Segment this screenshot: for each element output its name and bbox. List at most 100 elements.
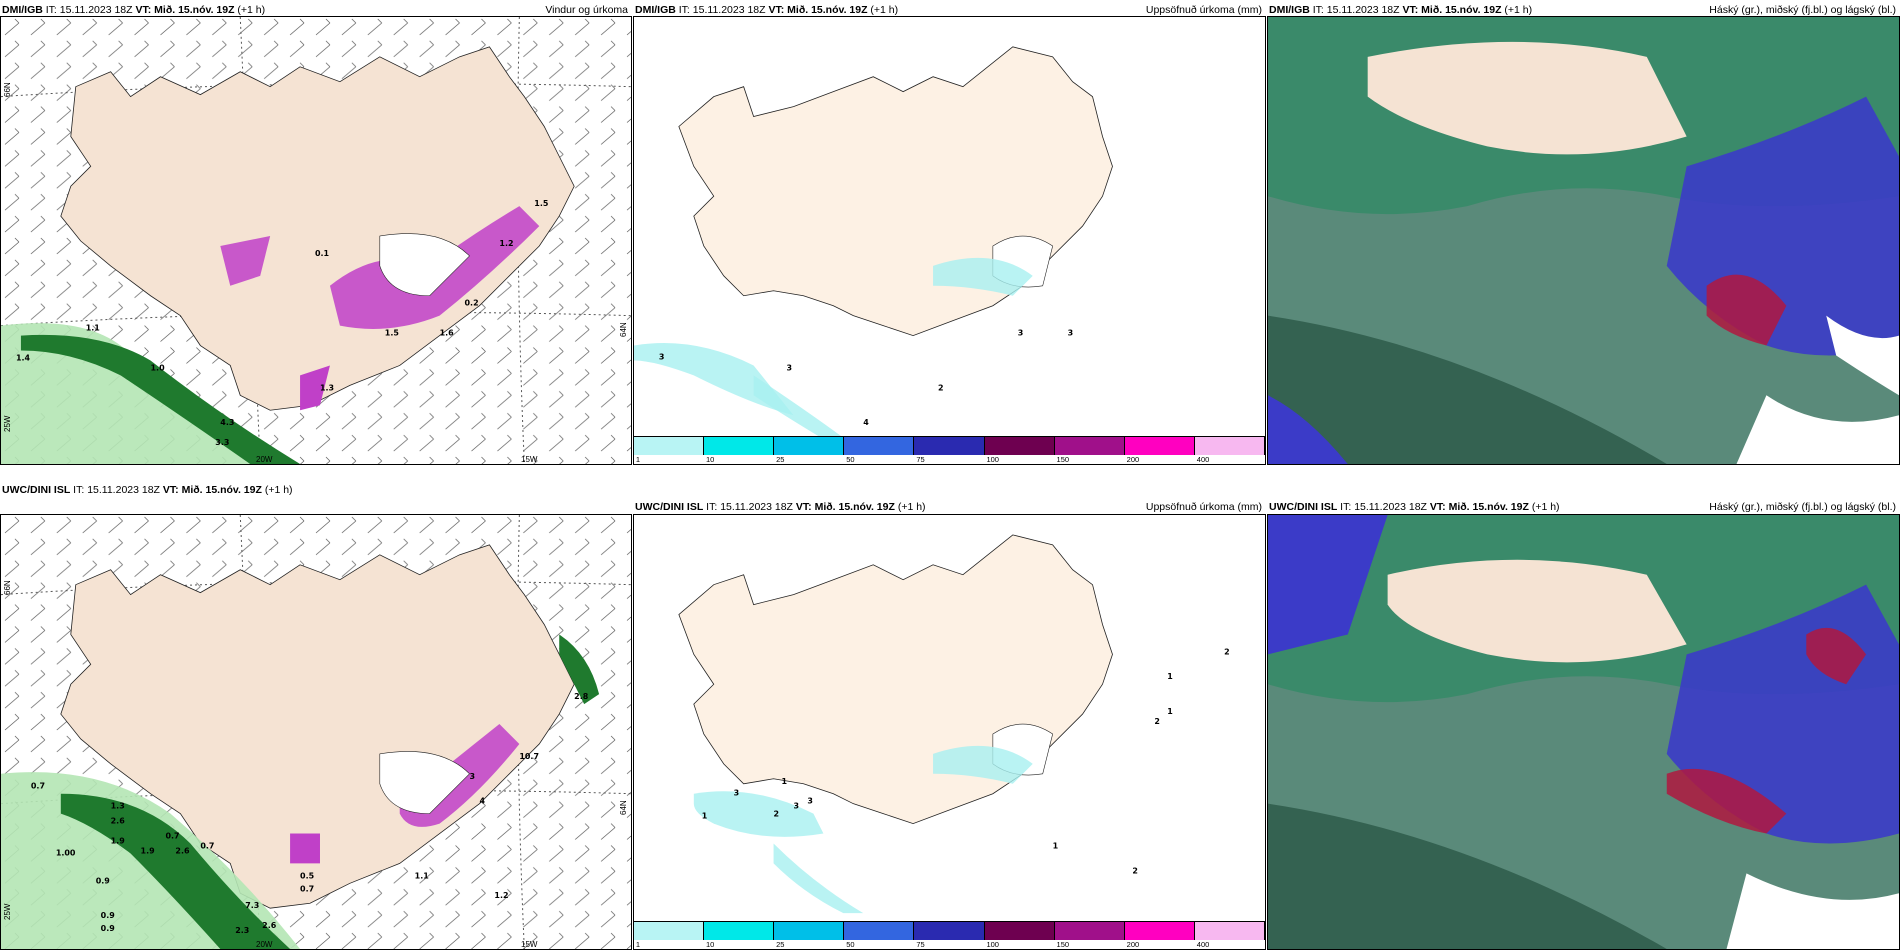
- legend-swatch: [774, 922, 845, 940]
- legend-label: 100: [986, 455, 999, 464]
- svg-text:1.9: 1.9: [111, 836, 126, 845]
- svg-text:10.7: 10.7: [519, 752, 539, 761]
- svg-text:0.9: 0.9: [101, 924, 116, 933]
- svg-text:1.5: 1.5: [385, 329, 399, 338]
- svg-text:3: 3: [807, 797, 813, 806]
- lon-label: 20W: [256, 940, 273, 949]
- legend-swatch: [844, 922, 915, 940]
- svg-text:2.3: 2.3: [235, 926, 249, 935]
- map-frame: 1 3 3 2 3 1 2 1 2 1 1 2 1 10 25 50 75 100 150 2…: [633, 514, 1266, 950]
- svg-text:4: 4: [479, 797, 485, 806]
- lat-label-right: 64N: [619, 322, 628, 337]
- svg-text:1.1: 1.1: [415, 871, 429, 880]
- legend-swatch: [914, 922, 985, 940]
- map-frame: 1.1 1.4 1.0 4.3 3.3 0.1 1.5 1.6 0.2 1.3 …: [0, 16, 632, 465]
- svg-text:0.9: 0.9: [101, 911, 116, 920]
- svg-text:2.6: 2.6: [175, 846, 190, 855]
- svg-text:2: 2: [1224, 647, 1230, 656]
- svg-text:1.3: 1.3: [111, 802, 125, 811]
- legend-label: 50: [846, 455, 855, 464]
- svg-text:3: 3: [470, 772, 476, 781]
- lat-label: 66N: [3, 82, 12, 97]
- panel-wind-uwc: UWC/DINI ISL IT: 15.11.2023 18Z VT: Mið.…: [0, 480, 632, 950]
- svg-text:3: 3: [659, 352, 665, 361]
- cloud-map: [1268, 515, 1899, 949]
- cloud-map: [1268, 17, 1899, 464]
- panel-title: Háský (gr.), miðský (fj.bl.) og lágský (…: [1709, 501, 1896, 513]
- lon-label: 20W: [256, 455, 273, 464]
- svg-text:2.6: 2.6: [111, 817, 126, 826]
- legend-label: 75: [916, 940, 925, 949]
- panel-title: Uppsöfnuð úrkoma (mm): [1145, 4, 1262, 16]
- svg-text:2: 2: [1132, 866, 1138, 875]
- panel-header: DMI/IGB IT: 15.11.2023 18Z VT: Mið. 15.n…: [635, 4, 899, 16]
- legend-swatch: [844, 437, 915, 455]
- legend-swatch: [634, 437, 705, 455]
- svg-text:3: 3: [734, 789, 740, 798]
- svg-text:4.3: 4.3: [220, 418, 234, 427]
- legend-swatch: [634, 922, 705, 940]
- svg-text:2.6: 2.6: [262, 921, 277, 930]
- svg-text:0.1: 0.1: [315, 249, 329, 258]
- svg-text:1.9: 1.9: [141, 846, 156, 855]
- legend-label: 25: [776, 455, 785, 464]
- legend-label: 1: [635, 940, 641, 949]
- legend-swatch: [1194, 922, 1265, 940]
- svg-text:1.6: 1.6: [440, 329, 455, 338]
- iceland-land: [60, 46, 575, 411]
- svg-text:1: 1: [1167, 672, 1173, 681]
- legend-label: 150: [1056, 455, 1070, 464]
- map-frame: 0.7 2.6 1.3 1.9 1.9 1.00 2.6 0.7 0.9 0.7…: [0, 514, 632, 950]
- svg-text:2.8: 2.8: [574, 692, 589, 701]
- legend-swatch: [704, 437, 775, 455]
- svg-text:3.3: 3.3: [215, 438, 229, 447]
- legend-label: 50: [846, 940, 855, 949]
- wind-map: 0.7 2.6 1.3 1.9 1.9 1.00 2.6 0.7 0.9 0.7…: [1, 515, 631, 949]
- svg-text:7.3: 7.3: [245, 901, 259, 910]
- panel-title: Háský (gr.), miðský (fj.bl.) og lágský (…: [1709, 4, 1896, 16]
- panel-cloud-uwc: UWC/DINI ISL IT: 15.11.2023 18Z VT: Mið.…: [1267, 480, 1900, 950]
- legend-swatch: [1194, 437, 1265, 455]
- svg-text:1.2: 1.2: [494, 891, 508, 900]
- svg-text:0.7: 0.7: [31, 782, 45, 791]
- legend-label: 10: [706, 940, 715, 949]
- precip-map: 1 3 3 2 3 1 2 1 2 1 1 2: [678, 534, 1230, 914]
- legend-label: 25: [776, 940, 785, 949]
- svg-text:1: 1: [782, 777, 788, 786]
- legend-label: 400: [1196, 940, 1210, 949]
- panel-header: UWC/DINI ISL IT: 15.11.2023 18Z VT: Mið.…: [2, 484, 293, 496]
- lon-label-left: 25W: [3, 903, 12, 920]
- legend-label: 400: [1196, 455, 1210, 464]
- legend-label: 150: [1056, 940, 1070, 949]
- legend-label: 10: [706, 455, 715, 464]
- map-frame: 3 3 3 3 4 2 1 10 25 50 75 100 150 200 400: [633, 16, 1266, 465]
- panel-header: UWC/DINI ISL IT: 15.11.2023 18Z VT: Mið.…: [1269, 501, 1560, 513]
- panel-header: UWC/DINI ISL IT: 15.11.2023 18Z VT: Mið.…: [635, 501, 926, 513]
- svg-text:1.3: 1.3: [320, 383, 334, 392]
- svg-text:0.7: 0.7: [200, 841, 214, 850]
- svg-text:1.4: 1.4: [16, 353, 31, 362]
- legend-swatch: [1054, 437, 1125, 455]
- svg-text:3: 3: [793, 802, 799, 811]
- svg-text:0.5: 0.5: [300, 871, 314, 880]
- panel-cloud-dmi: DMI/IGB IT: 15.11.2023 18Z VT: Mið. 15.n…: [1267, 0, 1900, 465]
- legend-label: 100: [986, 940, 999, 949]
- panel-title: Vindur og úrkoma: [545, 4, 628, 16]
- legend-label: 200: [1126, 455, 1140, 464]
- svg-text:1.1: 1.1: [86, 324, 100, 333]
- panel-header: DMI/IGB IT: 15.11.2023 18Z VT: Mið. 15.n…: [1269, 4, 1533, 16]
- legend-label: 1: [635, 455, 641, 464]
- svg-text:4: 4: [863, 418, 869, 427]
- legend-swatch: [914, 437, 985, 455]
- svg-text:0.7: 0.7: [165, 832, 179, 841]
- legend-swatch: [1124, 922, 1195, 940]
- panel-precip-uwc: UWC/DINI ISL IT: 15.11.2023 18Z VT: Mið.…: [633, 480, 1266, 950]
- svg-text:3: 3: [1018, 329, 1024, 338]
- legend-label: 75: [916, 455, 925, 464]
- svg-text:2: 2: [774, 810, 780, 819]
- svg-text:0.7: 0.7: [300, 884, 314, 893]
- panel-title: Uppsöfnuð úrkoma (mm): [1145, 501, 1262, 513]
- legend-swatch: [704, 922, 775, 940]
- legend-swatch: [984, 922, 1055, 940]
- svg-text:0.2: 0.2: [465, 299, 479, 308]
